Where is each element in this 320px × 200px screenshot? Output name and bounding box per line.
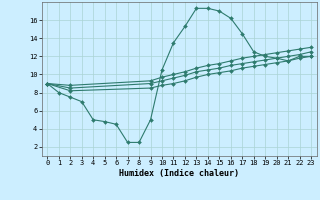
X-axis label: Humidex (Indice chaleur): Humidex (Indice chaleur)	[119, 169, 239, 178]
